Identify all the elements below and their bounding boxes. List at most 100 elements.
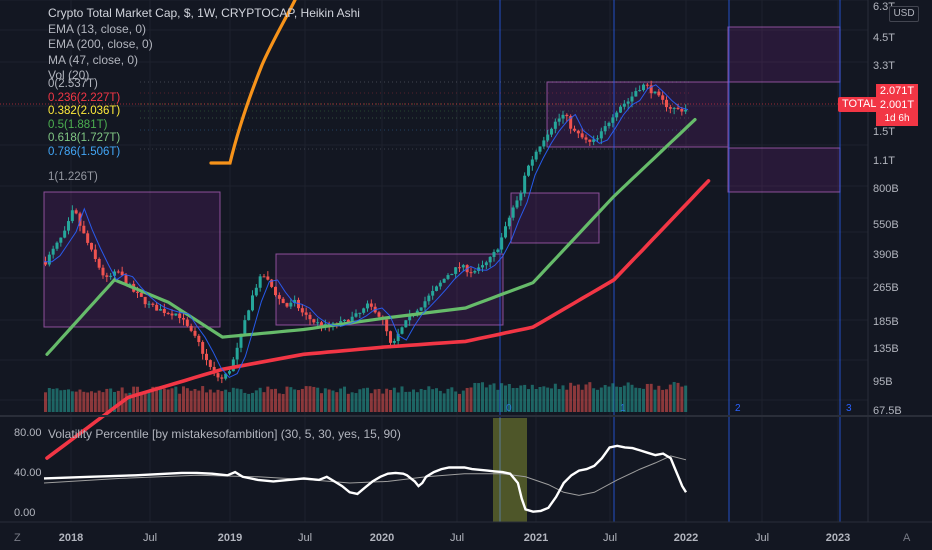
candle-body [569, 116, 573, 129]
volume-bar [423, 389, 427, 412]
candle-body [377, 312, 381, 317]
volume-bar [381, 393, 385, 412]
range-box [43, 191, 221, 328]
volume-bar [132, 386, 136, 412]
volume-bar [435, 388, 438, 412]
price-tick-label: 800B [873, 183, 899, 195]
volume-bar [105, 388, 109, 412]
candle-body [622, 103, 626, 107]
candle-body [105, 275, 109, 277]
indicator-ma47[interactable]: MA (47, close, 0) [48, 52, 139, 67]
candle-body [67, 221, 70, 231]
volume-bar [515, 387, 519, 412]
volume-bar [657, 385, 661, 412]
candle-body [642, 84, 645, 91]
volume-bar [143, 392, 147, 412]
volume-bar [588, 382, 592, 412]
volume-bar [113, 391, 116, 412]
volume-bar [346, 393, 350, 412]
indicator-volume[interactable]: Vol (20) [48, 68, 90, 83]
candle-body [584, 137, 588, 140]
candle-body [446, 275, 450, 279]
volume-bar [109, 388, 113, 412]
currency-button[interactable]: USD [889, 6, 919, 22]
candle-body [500, 237, 504, 250]
candle-body [55, 242, 59, 249]
volume-bar [128, 392, 132, 412]
volume-bar [320, 393, 323, 412]
candle-body [124, 275, 128, 285]
volume-bar [661, 389, 665, 412]
candle-body [155, 304, 159, 311]
volume-bar [201, 386, 205, 412]
time-tick-label: Jul [755, 532, 769, 544]
fib-levels: 0(2.537T) 0.236(2.227T) 0.382(2.036T) 0.… [48, 78, 120, 185]
volume-bar [139, 392, 143, 412]
candle-body [408, 314, 412, 321]
volume-bar [159, 386, 162, 412]
volume-bar [642, 388, 645, 412]
cycle-label: 3 [846, 403, 852, 414]
candle-body [427, 295, 431, 302]
candle-body [120, 271, 124, 276]
candle-body [488, 256, 492, 263]
auto-scale-icon[interactable]: A [903, 532, 911, 544]
indicator-ema200[interactable]: EMA (200, close, 0) [48, 37, 153, 52]
price-tick-label: 1.5T [873, 126, 895, 138]
candle-body [205, 353, 208, 361]
candle-body [454, 267, 458, 274]
timezone-icon[interactable]: Z [14, 532, 21, 544]
volume-bar [366, 387, 369, 412]
candles [44, 80, 688, 384]
candle-body [653, 91, 657, 94]
ma47-line [45, 118, 697, 356]
candle-body [266, 276, 270, 280]
volume-bar [331, 390, 335, 412]
candle-body [354, 313, 358, 317]
volume-bar [615, 386, 619, 412]
volume-bar [492, 383, 496, 412]
volume-bar [427, 386, 431, 412]
volume-bar [323, 388, 327, 412]
volume-bar [465, 387, 469, 412]
volume-bar [270, 389, 274, 412]
candle-body [534, 151, 538, 160]
candle-body [626, 101, 630, 104]
candle-body [216, 373, 220, 378]
volume-bar [534, 388, 538, 412]
price-tick-label: 135B [873, 343, 899, 355]
candle-body [109, 275, 113, 277]
volume-bar [335, 392, 339, 412]
candle-body [170, 313, 174, 316]
time-tick-label: 2019 [218, 532, 242, 544]
volume-bar [124, 393, 128, 412]
indicator-ema13[interactable]: EMA (13, close, 0) [48, 21, 147, 36]
time-tick-label: Jul [143, 532, 157, 544]
volume-bar [542, 386, 546, 412]
volume-bar [281, 393, 285, 412]
fib-level-0236: 0.236(2.227T) [48, 91, 121, 104]
range-box [546, 81, 729, 148]
candle-body [143, 296, 147, 305]
candle-body [496, 249, 500, 252]
price-tick-label: 550B [873, 219, 899, 231]
candle-body [473, 270, 477, 273]
fib-level-0: 0(2.537T) [48, 78, 98, 90]
volume-bar [193, 389, 197, 412]
volume-bar [546, 387, 550, 412]
time-tick-label: Jul [603, 532, 617, 544]
volume-bar [373, 389, 377, 412]
candle-body [86, 233, 90, 243]
volume-bar [419, 388, 423, 412]
volume-bar [584, 384, 588, 412]
volume-bar [404, 391, 408, 412]
candle-body [101, 267, 105, 276]
price-tick-label: 3.3T [873, 60, 895, 72]
price-axis: 6.3T4.5T3.3T1.5T1.1T800B550B390B265B185B… [14, 0, 902, 522]
volume-bar [327, 389, 331, 412]
candle-body [661, 95, 665, 100]
ema13-line [44, 84, 689, 379]
volume-bar [573, 385, 576, 412]
candle-body [185, 319, 189, 326]
candle-body [561, 114, 565, 119]
